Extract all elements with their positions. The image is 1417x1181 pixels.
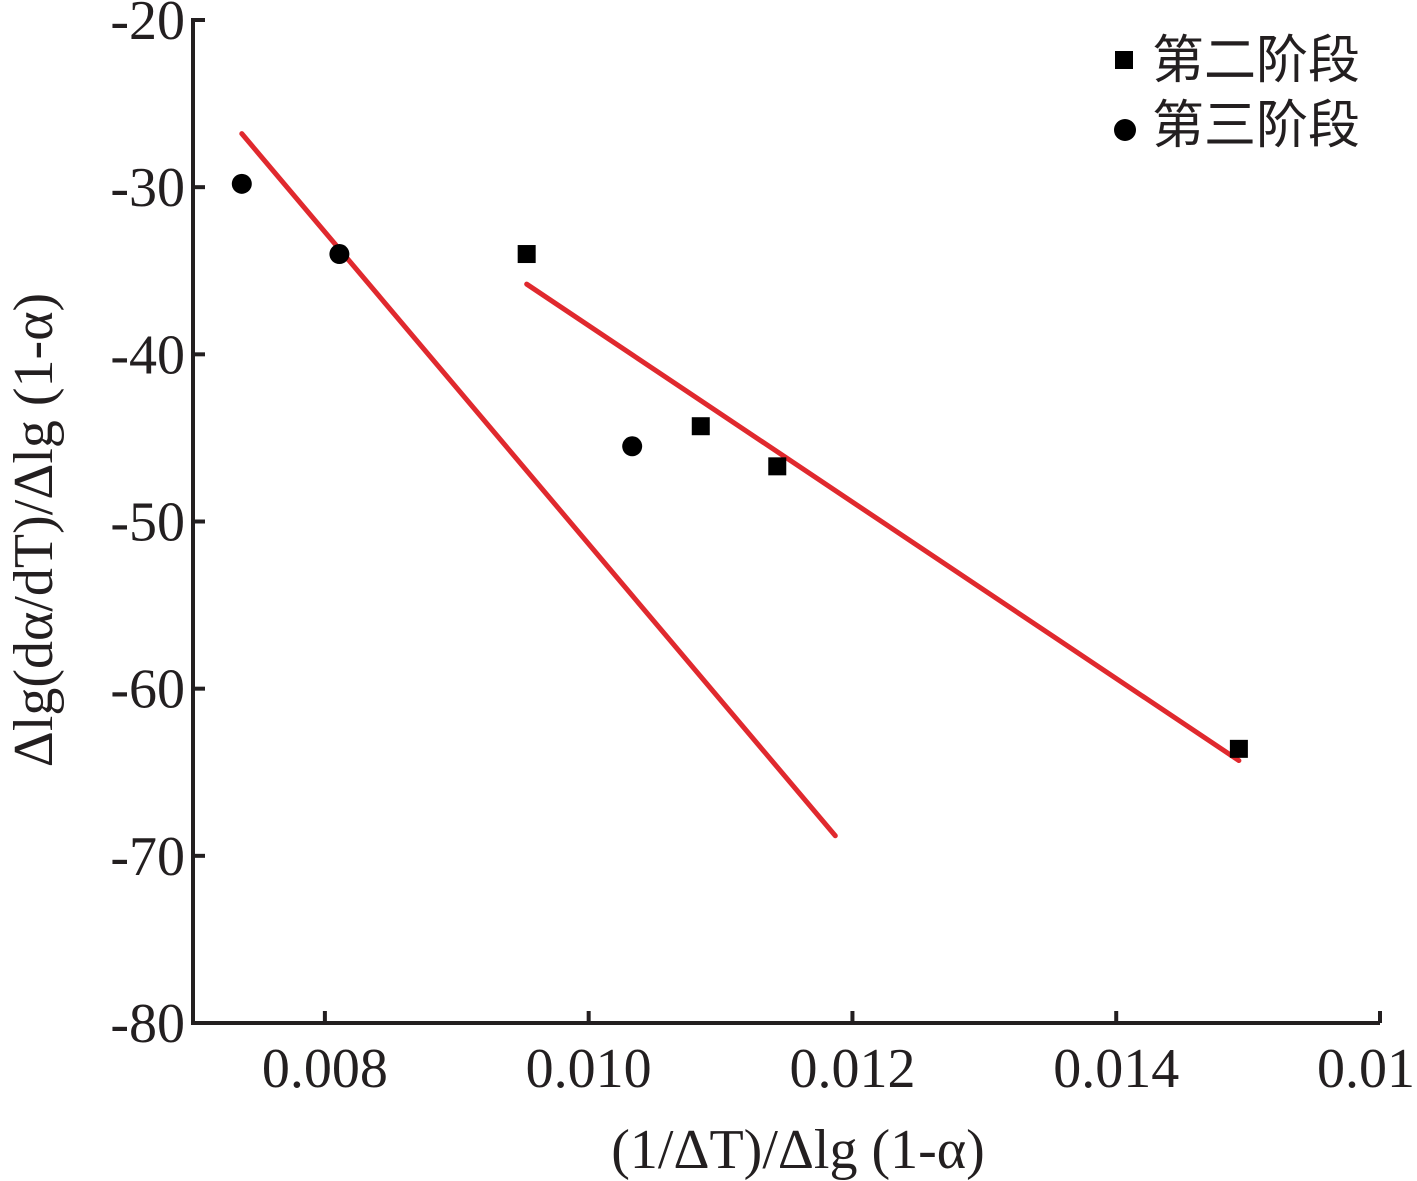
- fit-lines: [239, 131, 1242, 839]
- y-tick-label: -60: [110, 659, 185, 721]
- x-axis-title: (1/ΔT)/Δlg (1-α): [611, 1119, 985, 1181]
- square-point: [517, 245, 536, 264]
- x-tick-label: 0.012: [789, 1038, 915, 1100]
- y-tick-label: -70: [110, 826, 185, 888]
- circle-point: [329, 244, 350, 265]
- legend-label: 第二阶段: [1152, 31, 1360, 91]
- legend-circle-marker: [1114, 119, 1136, 141]
- axes: -20 -30 -40 -50 -60 -70 -80 0.008 0.010 0.012 0.01…: [110, 0, 1417, 1100]
- x-tick-label: 0.008: [262, 1038, 388, 1100]
- y-tick-label: -50: [110, 492, 185, 554]
- y-tick-label: -80: [110, 993, 185, 1055]
- y-tick-label: -20: [110, 0, 185, 52]
- circle-point: [622, 436, 643, 457]
- square-point: [768, 457, 787, 476]
- x-tick-label: 0.014: [1053, 1038, 1179, 1100]
- legend-label: 第三阶段: [1152, 96, 1360, 156]
- y-tick-label: -30: [110, 157, 185, 219]
- square-point: [1229, 739, 1248, 758]
- data-points: [231, 173, 1248, 758]
- fit-line-1: [524, 281, 1242, 764]
- square-point: [691, 417, 710, 436]
- x-tick-label: 0.010: [526, 1038, 652, 1100]
- y-axis-title: Δlg(dα/dT)/Δlg (1-α): [3, 293, 65, 767]
- y-tick-label: -40: [110, 324, 185, 386]
- x-tick-label: 0.016: [1317, 1038, 1417, 1100]
- legend-square-marker: [1115, 51, 1133, 69]
- fit-line-2: [239, 131, 838, 839]
- circle-point: [231, 173, 252, 194]
